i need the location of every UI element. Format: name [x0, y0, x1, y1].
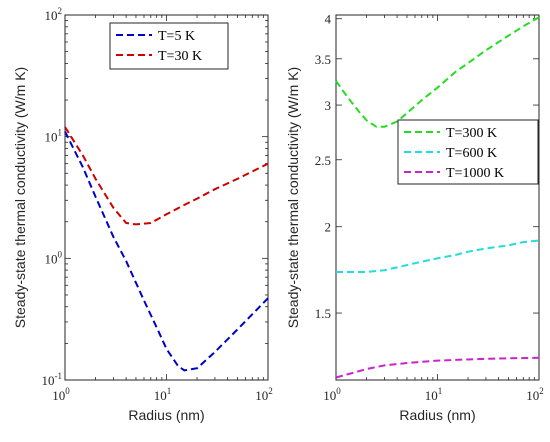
y-tick-label: 2.5: [315, 153, 331, 168]
y-tick-label: 101: [45, 128, 63, 145]
series-line-t-1000-k: [335, 356, 540, 379]
legend-label: T=300 K: [446, 126, 497, 141]
series-line-t-30-k: [64, 126, 269, 226]
y-axis-label: Steady-state thermal conductivity (W/m K…: [285, 67, 301, 328]
series-line-t-600-k: [336, 239, 540, 273]
legend-label: T=5 K: [158, 29, 195, 44]
y-tick-label: 102: [45, 6, 63, 23]
x-tick-label: 100: [323, 386, 341, 403]
series-line-t-5-k: [64, 131, 269, 372]
legend-label: T=600 K: [446, 146, 497, 161]
y-axis-label: Steady-state thermal conductivity (W/m K…: [12, 67, 28, 328]
y-tick-label: 2: [325, 220, 332, 235]
y-tick-label: 100: [45, 249, 63, 266]
x-axis-label: Radius (nm): [399, 407, 475, 423]
legend-label: T=30 K: [158, 49, 202, 64]
y-tick-label: 1.5: [315, 306, 331, 321]
legend: T=300 K T=600 K T=1000 K: [397, 119, 539, 185]
axes-box: [335, 14, 540, 381]
series-line-t-300-k: [335, 16, 540, 128]
right-panel: 100 101 102 1.5 2 2.5 3 3.5 4 Radius (nm) Steady-s…: [285, 12, 544, 423]
x-tick-label: 102: [526, 386, 544, 403]
x-tick-label: 101: [154, 386, 172, 403]
legend-box: [109, 22, 229, 70]
x-axis-label: Radius (nm): [128, 407, 204, 423]
x-tick-label: 100: [52, 386, 70, 403]
y-tick-label: 3: [325, 98, 332, 113]
x-tick-label: 102: [255, 386, 273, 403]
x-tick-label: 101: [425, 386, 443, 403]
y-tick-label: 3.5: [315, 52, 331, 67]
y-tick-label: 4: [325, 12, 332, 27]
legend-label: T=1000 K: [446, 166, 504, 181]
legend: T=5 K T=30 K: [109, 22, 229, 70]
y-tick-label: 10-1: [42, 371, 63, 388]
